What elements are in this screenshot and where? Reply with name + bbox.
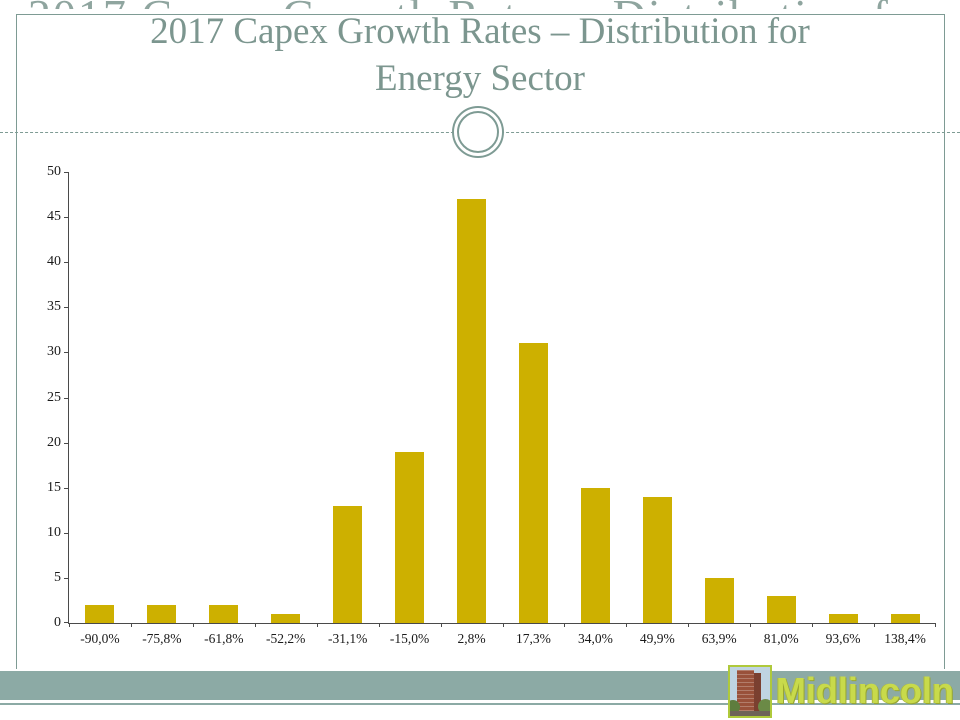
x-category-label: -31,1%: [327, 631, 368, 646]
bar: [828, 613, 858, 623]
page-title: 2017 Capex Growth Rates – Distribution f…: [0, 8, 960, 102]
y-tick-mark: [64, 172, 69, 173]
x-tick-mark: [688, 623, 690, 627]
bar: [333, 505, 363, 623]
y-tick-mark: [64, 307, 69, 309]
bar: [147, 604, 177, 623]
clipped-slide-edge-text: 2017 Capex Growth Rates – Distribution f…: [0, 0, 960, 9]
y-tick-mark: [64, 532, 69, 534]
bottom-band: [0, 671, 960, 700]
bar: [766, 595, 796, 623]
y-tick-label: 10: [47, 524, 61, 540]
x-tick-mark: [378, 623, 380, 627]
bar: [395, 451, 425, 623]
x-category-label: 93,6%: [825, 631, 861, 646]
x-category-label: 34,0%: [577, 631, 613, 646]
tree-icon: [730, 700, 740, 714]
x-tick-mark: [130, 623, 132, 627]
x-category-label: -61,8%: [204, 631, 244, 646]
y-tick-label: 0: [54, 615, 61, 630]
x-tick-mark: [874, 623, 876, 627]
x-tick-mark: [192, 623, 194, 627]
logo-text: Midlincoln: [776, 670, 954, 711]
y-tick-label: 30: [47, 344, 61, 360]
chart-plot: 0 5 10 15 20 25 30 35 40 45 50 -90,0% -75,8% -61,8% -5…: [47, 164, 936, 646]
y-tick-mark: [64, 577, 69, 579]
bar: [457, 199, 487, 623]
bar: [642, 496, 672, 623]
bar: [890, 613, 920, 623]
title-line-1: 2017 Capex Growth Rates – Distribution f…: [150, 11, 810, 52]
y-tick-label: 15: [47, 479, 61, 495]
slide-frame-border: [16, 14, 945, 669]
bar: [85, 604, 115, 623]
building-photo-icon: [728, 665, 772, 718]
x-category-label: -52,2%: [266, 631, 306, 646]
y-tick-mark: [64, 352, 69, 354]
y-tick-mark: [64, 397, 69, 399]
x-category-label: 17,3%: [516, 631, 551, 646]
x-category-label: -90,0%: [80, 631, 120, 646]
title-line-2: Energy Sector: [375, 58, 585, 99]
bar: [271, 613, 301, 623]
bottom-rule: [0, 703, 960, 705]
x-category-label: 138,4%: [884, 631, 926, 646]
x-category-label: 63,9%: [701, 631, 737, 646]
x-category-label: -15,0%: [389, 631, 430, 646]
y-tick-label: 5: [54, 569, 61, 585]
y-tick-label: 45: [47, 209, 61, 225]
circle-ornament-icon: [452, 106, 504, 158]
x-tick-mark: [564, 623, 566, 627]
tree-icon: [758, 699, 770, 714]
y-tick-mark: [64, 442, 69, 444]
bar: [580, 487, 610, 623]
y-tick-mark: [64, 487, 69, 489]
bar: [518, 343, 548, 623]
x-category-label: -75,8%: [142, 631, 182, 646]
y-tick-label: 20: [47, 434, 61, 450]
y-tick-label: 35: [47, 299, 61, 315]
y-tick-mark: [64, 217, 69, 219]
bar: [704, 577, 734, 623]
y-tick-label: 25: [47, 389, 61, 405]
x-tick-mark: [254, 623, 256, 627]
x-tick-mark: [69, 623, 70, 627]
x-category-label: 49,9%: [639, 631, 675, 646]
x-tick-mark: [316, 623, 318, 627]
x-category-label: 2,8%: [457, 631, 486, 646]
x-tick-mark: [935, 623, 936, 627]
bar: [209, 604, 239, 623]
x-tick-mark: [626, 623, 628, 627]
x-tick-mark: [812, 623, 814, 627]
y-tick-label: 40: [47, 254, 61, 270]
x-tick-mark: [440, 623, 442, 627]
y-tick-mark: [64, 262, 69, 264]
y-tick-mark: [64, 622, 69, 623]
x-tick-mark: [750, 623, 752, 627]
x-category-label: 81,0%: [763, 631, 799, 646]
y-tick-label: 50: [47, 164, 61, 179]
x-tick-mark: [502, 623, 504, 627]
